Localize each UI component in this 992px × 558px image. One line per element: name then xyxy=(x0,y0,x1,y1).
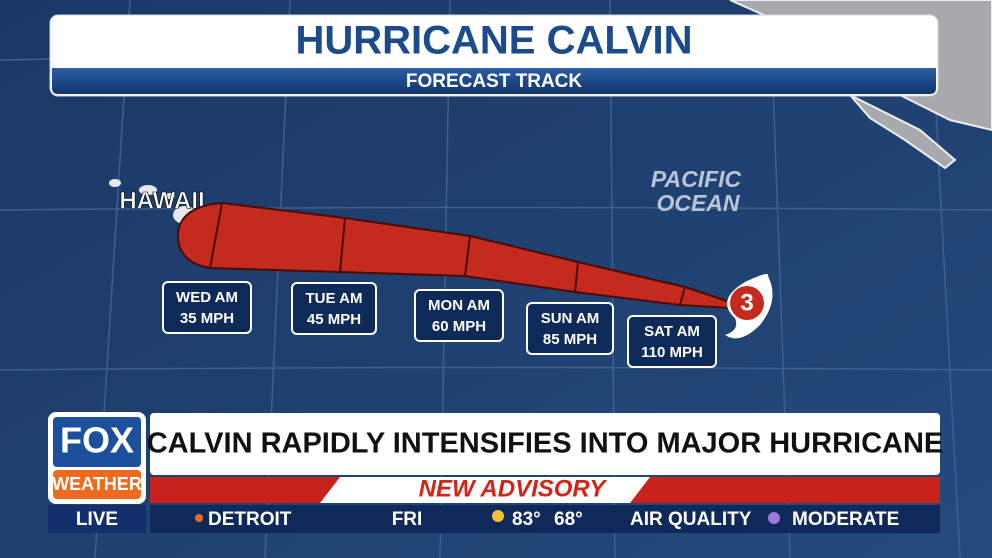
logo-weather xyxy=(53,470,141,499)
forecast-wind: 35 MPH xyxy=(180,310,234,327)
ticker-high: 83° xyxy=(512,509,541,530)
forecast-box xyxy=(526,302,614,355)
headline: CALVIN RAPIDLY INTENSIFIES INTO MAJOR HU… xyxy=(147,428,944,460)
storm-icon: 3 xyxy=(725,274,773,339)
ticker-aq-label: AIR QUALITY xyxy=(630,509,752,530)
banner-center xyxy=(320,477,650,503)
header-strip xyxy=(52,68,936,94)
forecast-day: WED AM xyxy=(176,289,238,306)
forecast-day: MON AM xyxy=(428,297,490,314)
hawaii-islands xyxy=(109,179,197,224)
ticker-bar xyxy=(150,505,940,533)
weather-icon xyxy=(492,510,504,522)
logo-text: WEATHER xyxy=(52,474,142,494)
logo-text: FOX xyxy=(60,420,134,461)
subtitle: FORECAST TRACK xyxy=(406,71,583,92)
forecast-wind: 60 MPH xyxy=(432,318,486,335)
logo-fox xyxy=(53,417,141,467)
aq-icon xyxy=(768,512,780,524)
forecast-box xyxy=(162,281,252,334)
banner: NEW ADVISORY xyxy=(419,475,608,502)
live-box xyxy=(48,505,146,533)
baja xyxy=(849,94,957,170)
title: HURRICANE CALVIN xyxy=(295,19,692,63)
forecast-day: SUN AM xyxy=(541,310,600,327)
island-label: HAWAII xyxy=(119,187,204,214)
ticker-day: FRI xyxy=(392,509,423,530)
ticker-low: 68° xyxy=(554,509,583,530)
headline-bar xyxy=(150,413,940,475)
forecast-box xyxy=(291,282,377,335)
pin-icon xyxy=(195,514,203,522)
ocean-label: PACIFIC xyxy=(651,166,742,192)
forecast-wind: 85 MPH xyxy=(543,331,597,348)
forecast-wind: 110 MPH xyxy=(641,344,703,361)
ticker-aq-value: MODERATE xyxy=(792,509,899,530)
forecast-day: SAT AM xyxy=(644,323,700,340)
forecast-box xyxy=(414,289,504,342)
forecast-box xyxy=(627,315,717,368)
forecast-wind: 45 MPH xyxy=(307,311,361,328)
live: LIVE xyxy=(76,509,118,530)
ticker-city: DETROIT xyxy=(208,509,292,530)
ocean-label: OCEAN xyxy=(656,190,739,216)
cone-dividers xyxy=(209,202,686,306)
forecast-day: TUE AM xyxy=(306,290,363,307)
storm-category: 3 xyxy=(740,289,753,316)
